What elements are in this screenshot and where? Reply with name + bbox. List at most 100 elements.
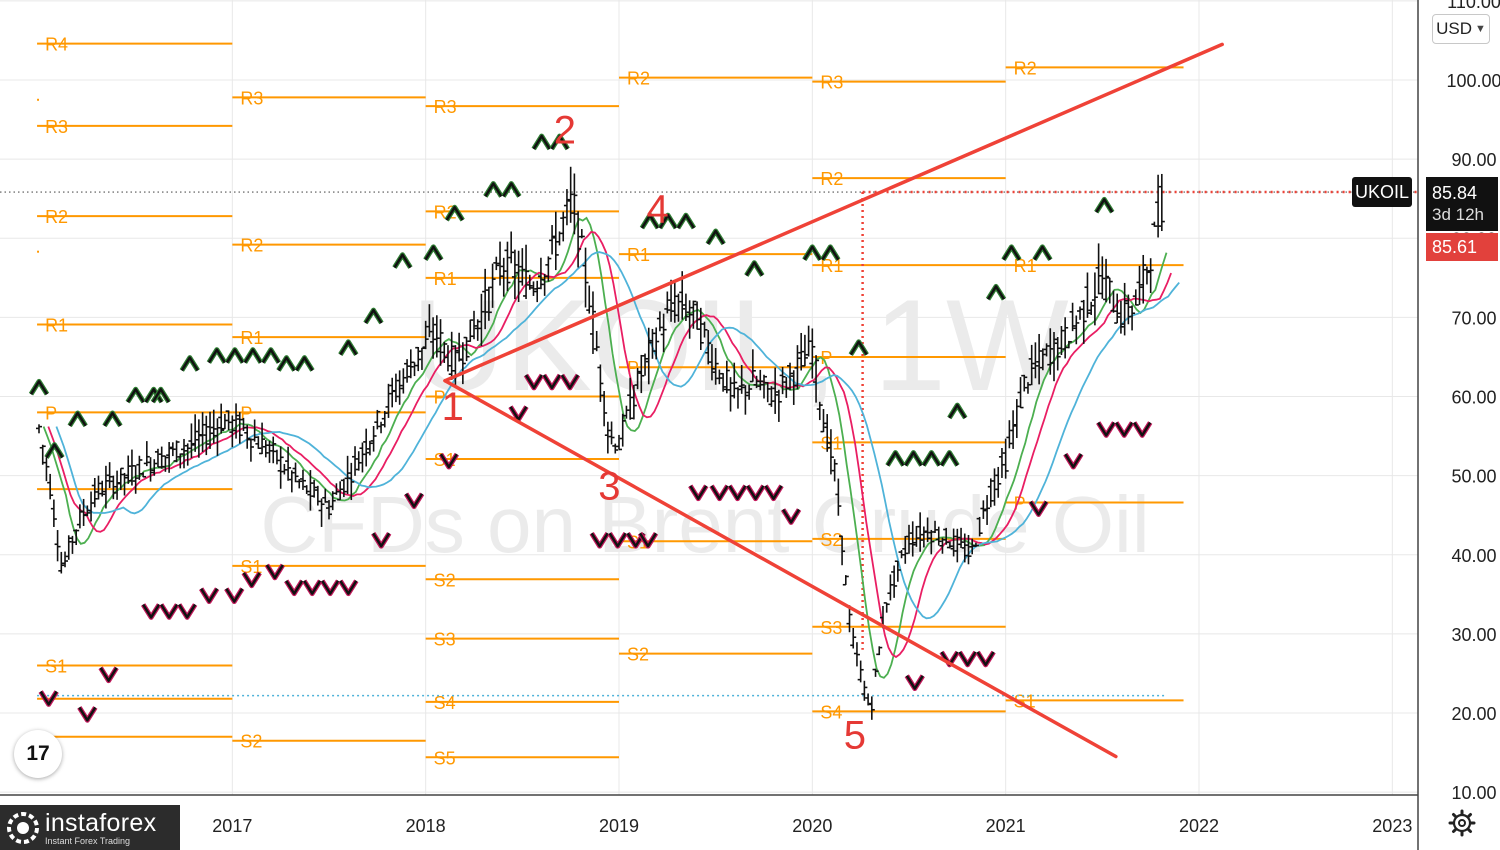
tradingview-logo-text: 17 [26, 742, 50, 765]
fractal-up-marker [68, 411, 87, 427]
pivot-label: R1 [1014, 256, 1037, 276]
wave-label: 2 [554, 108, 576, 152]
pivot-label: R2 [820, 169, 843, 189]
pivot-label: P [1014, 494, 1026, 514]
wave-label: 4 [647, 187, 669, 231]
fractal-up-marker [922, 451, 941, 467]
fractal-up-marker [940, 451, 959, 467]
fractal-up-marker [1002, 245, 1021, 261]
y-tick-label: 50.00 [1451, 467, 1496, 487]
fractal-up-marker [821, 245, 840, 261]
fractal-down-marker [764, 485, 783, 500]
pivot-label: S2 [240, 732, 262, 752]
fractal-up-marker [803, 245, 822, 261]
pivot-label: S2 [820, 530, 842, 550]
fractal-down-marker [509, 406, 528, 421]
currency-label: USD [1436, 19, 1472, 38]
fractal-up-marker [502, 182, 521, 198]
fractal-down-marker [542, 374, 561, 390]
fractal-down-marker [99, 667, 118, 682]
fractal-up-marker [904, 451, 923, 467]
fractal-up-marker [364, 308, 383, 324]
fractal-up-marker [424, 245, 443, 261]
y-tick-label: 100.00 [1446, 71, 1500, 91]
fractal-down-marker [265, 564, 284, 580]
pivot-label: S2 [627, 645, 649, 665]
fractal-up-marker [29, 380, 49, 395]
fractal-down-marker [976, 651, 995, 667]
y-tick-label: 30.00 [1451, 625, 1496, 645]
fractal-down-marker [405, 493, 424, 508]
fractal-down-marker [1115, 421, 1134, 437]
y-tick-label: 10.00 [1451, 783, 1496, 803]
last-price: 85.61 [1432, 236, 1478, 257]
fractal-down-marker [1064, 453, 1083, 469]
tradingview-logo[interactable]: 17 [14, 730, 62, 778]
pivot-label: R2 [45, 207, 68, 227]
pivot-label: S4 [434, 693, 456, 713]
fractal-up-marker [225, 348, 244, 364]
pivot-label: P [820, 348, 832, 368]
pivot-label: S5 [434, 748, 456, 768]
instaforex-name: instaforex [45, 808, 157, 837]
fractal-down-marker [178, 603, 197, 619]
fractal-down-marker [746, 485, 765, 500]
fractal-up-marker [1033, 245, 1052, 261]
fractal-up-marker [261, 348, 280, 364]
pivot-label: R3 [434, 97, 457, 117]
fractal-up-marker [144, 388, 163, 403]
wave-labels: 1 2 3 4 5 [442, 108, 866, 757]
y-tick-label: 70.00 [1451, 308, 1496, 328]
wave-label: 3 [598, 464, 620, 508]
fractal-down-marker [160, 603, 179, 619]
x-tick-label: 2020 [792, 816, 832, 836]
pivot-label: S1 [45, 657, 67, 677]
fractal-up-marker [180, 356, 199, 372]
x-tick-label: 2022 [1179, 816, 1219, 836]
fractal-up-marker [393, 253, 412, 269]
wave-label: 5 [844, 714, 866, 758]
trend-line [443, 42, 1224, 383]
fractal-down-marker [225, 588, 244, 603]
fractal-down-marker [524, 374, 543, 390]
fractal-down-marker [285, 580, 304, 595]
pivot-label: R1 [627, 245, 650, 265]
fractal-up-marker [640, 213, 659, 229]
fractal-down-marker [638, 532, 658, 548]
currency-select[interactable]: USD ▼ [1432, 14, 1490, 44]
gear-icon[interactable] [1447, 808, 1477, 838]
fractal-up-marker [243, 348, 262, 364]
fractal-up-marker [948, 403, 967, 419]
fractal-down-marker [242, 572, 261, 587]
candles [36, 166, 1165, 720]
symbol-label: UKOIL [1354, 181, 1410, 202]
fractal-up-marker [676, 213, 695, 229]
fractal-down-marker [78, 706, 97, 722]
pivot-label: R4 [45, 35, 68, 55]
x-tick-label: 2017 [212, 816, 252, 836]
fractal-up-marker [103, 411, 122, 427]
fractal-up-marker [207, 348, 226, 364]
fractal-down-marker [339, 580, 358, 595]
pivot-label: S3 [820, 618, 842, 638]
fractal-down-marker [590, 532, 609, 548]
pivot-label: R3 [240, 88, 263, 108]
fractal-down-marker [39, 690, 58, 706]
instaforex-logo: instaforex Instant Forex Trading [0, 805, 180, 850]
fractal-down-marker [689, 485, 708, 500]
fractal-down-marker [1133, 421, 1152, 437]
x-tick-label: 2023 [1372, 816, 1412, 836]
pivot-label: R1 [45, 315, 68, 335]
fractal-down-marker [958, 651, 977, 667]
pivot-label: R3 [45, 117, 68, 137]
instaforex-tagline: Instant Forex Trading [45, 835, 131, 846]
fractal-down-marker [200, 588, 219, 603]
y-tick-label: 20.00 [1451, 704, 1496, 724]
pivot-label: R1 [820, 256, 843, 276]
symbol-badge: UKOIL [1352, 177, 1412, 207]
pivot-label: R2 [240, 236, 263, 256]
pivot-label: R1 [434, 269, 457, 289]
